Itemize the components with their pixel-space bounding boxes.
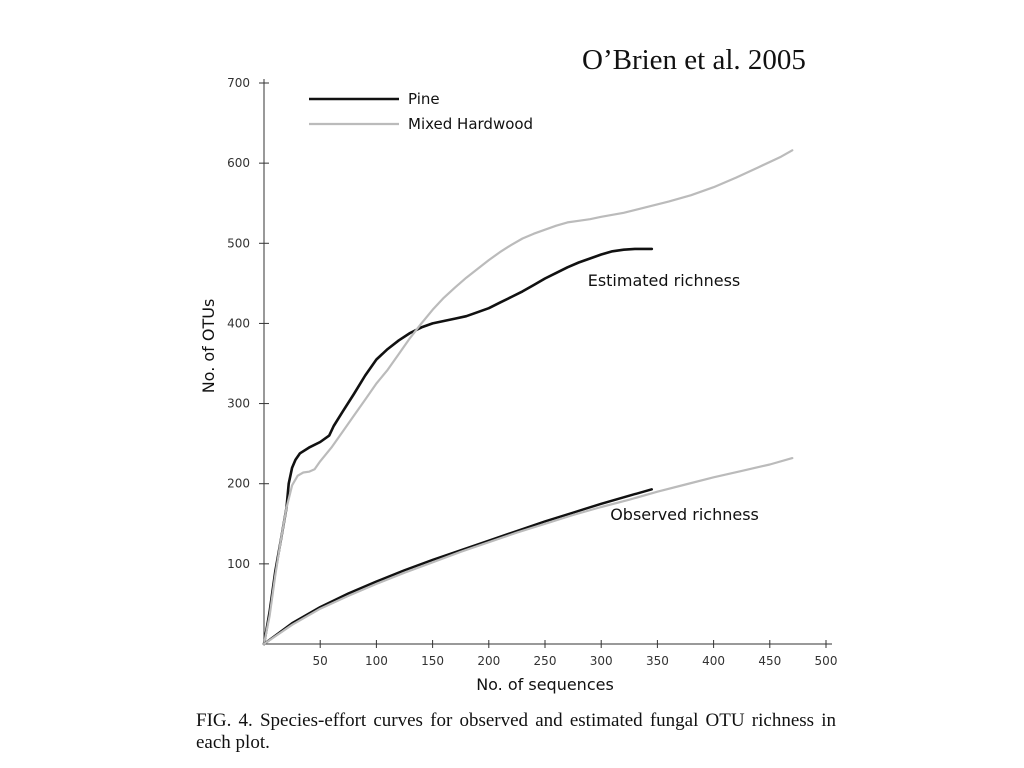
x-tick-label: 100 xyxy=(365,654,388,668)
series-observed-mixed-hardwood xyxy=(262,457,794,646)
x-tick-label: 150 xyxy=(421,654,444,668)
y-tick-label: 100 xyxy=(227,557,250,571)
y-tick-label: 600 xyxy=(227,156,250,170)
series-estimated-mixed-hardwood xyxy=(262,149,794,646)
x-tick-label: 250 xyxy=(534,654,557,668)
legend-label-mixed-hardwood: Mixed Hardwood xyxy=(408,115,533,133)
axes: 50 100 150 200 250 300 350 400 450 500 100 200 300 40… xyxy=(227,76,837,668)
x-tick-label: 350 xyxy=(646,654,669,668)
series-observed-pine xyxy=(262,488,653,646)
y-tick-label: 500 xyxy=(227,236,250,250)
y-tick-label: 700 xyxy=(227,76,250,90)
x-tick-label: 500 xyxy=(815,654,838,668)
y-axis-title: No. of OTUs xyxy=(199,299,218,394)
legend: Pine Mixed Hardwood xyxy=(309,90,533,133)
y-tick-label: 200 xyxy=(227,477,250,491)
figure-caption: FIG. 4. Species-effort curves for observ… xyxy=(196,710,836,753)
series-layer xyxy=(262,149,794,646)
x-tick-label: 50 xyxy=(313,654,328,668)
citation: O’Brien et al. 2005 xyxy=(582,44,806,76)
x-axis-title: No. of sequences xyxy=(476,675,614,694)
x-tick-label: 300 xyxy=(590,654,613,668)
series-estimated-pine xyxy=(262,247,654,646)
y-tick-label: 400 xyxy=(227,316,250,330)
annotation-observed-richness: Observed richness xyxy=(610,505,759,524)
y-tick-label: 300 xyxy=(227,397,250,411)
x-tick-label: 450 xyxy=(758,654,781,668)
legend-label-pine: Pine xyxy=(408,90,440,108)
annotation-estimated-richness: Estimated richness xyxy=(588,271,741,290)
x-tick-label: 200 xyxy=(477,654,500,668)
x-tick-label: 400 xyxy=(702,654,725,668)
annotations: Estimated richness Observed richness xyxy=(588,271,759,524)
